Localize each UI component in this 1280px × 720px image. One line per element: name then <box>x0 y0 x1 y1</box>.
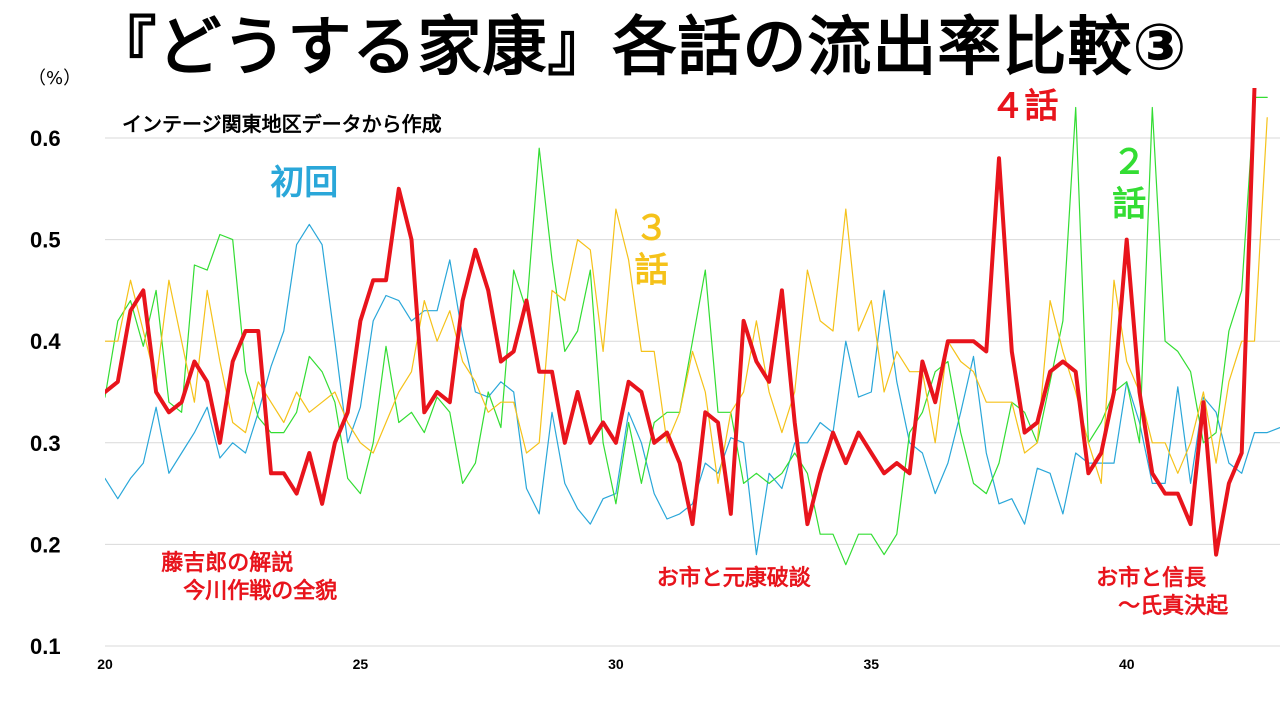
x-tick-label: 40 <box>1119 656 1135 672</box>
x-tick-label: 35 <box>864 656 880 672</box>
x-tick-label: 20 <box>97 656 113 672</box>
series-lines <box>105 88 1280 566</box>
annotation-text: 藤吉郎の解説 <box>161 550 293 576</box>
annotation-text: 〜氏真決起 <box>1118 593 1229 619</box>
series-label-1: 初回 <box>270 163 338 203</box>
series-line-1 <box>105 223 1280 556</box>
series-label-2: 話 <box>1112 185 1146 225</box>
annotation-text: 今川作戦の全貌 <box>183 578 337 604</box>
y-axis-unit: （%） <box>28 68 82 89</box>
y-tick-label: 0.1 <box>30 634 61 659</box>
y-tick-label: 0.2 <box>30 532 61 557</box>
series-label-4: ４話 <box>991 87 1059 127</box>
annotation-text: お市と元康破談 <box>657 565 812 591</box>
y-tick-label: 0.5 <box>30 228 61 253</box>
chart-title: 『どうする家康』各話の流出率比較③ <box>92 11 1188 85</box>
annotation-text: お市と信長 <box>1096 565 1207 591</box>
y-tick-labels: 0.1 0.2 0.3 0.4 0.5 0.6 <box>30 126 61 659</box>
y-tick-label: 0.4 <box>30 329 61 354</box>
x-tick-labels: 20 25 30 35 40 <box>97 656 1135 672</box>
series-label-2: ２ <box>1112 143 1146 183</box>
source-note: インテージ関東地区データから作成 <box>122 112 442 136</box>
x-tick-label: 30 <box>608 656 624 672</box>
series-label-3: ３ <box>635 209 669 249</box>
series-line-4 <box>105 88 1257 557</box>
x-tick-label: 25 <box>353 656 369 672</box>
series-label-3: 話 <box>635 251 669 291</box>
series-line-2 <box>105 96 1268 566</box>
y-tick-label: 0.6 <box>30 126 61 151</box>
series-line-3 <box>105 117 1268 484</box>
y-tick-label: 0.3 <box>30 431 61 456</box>
